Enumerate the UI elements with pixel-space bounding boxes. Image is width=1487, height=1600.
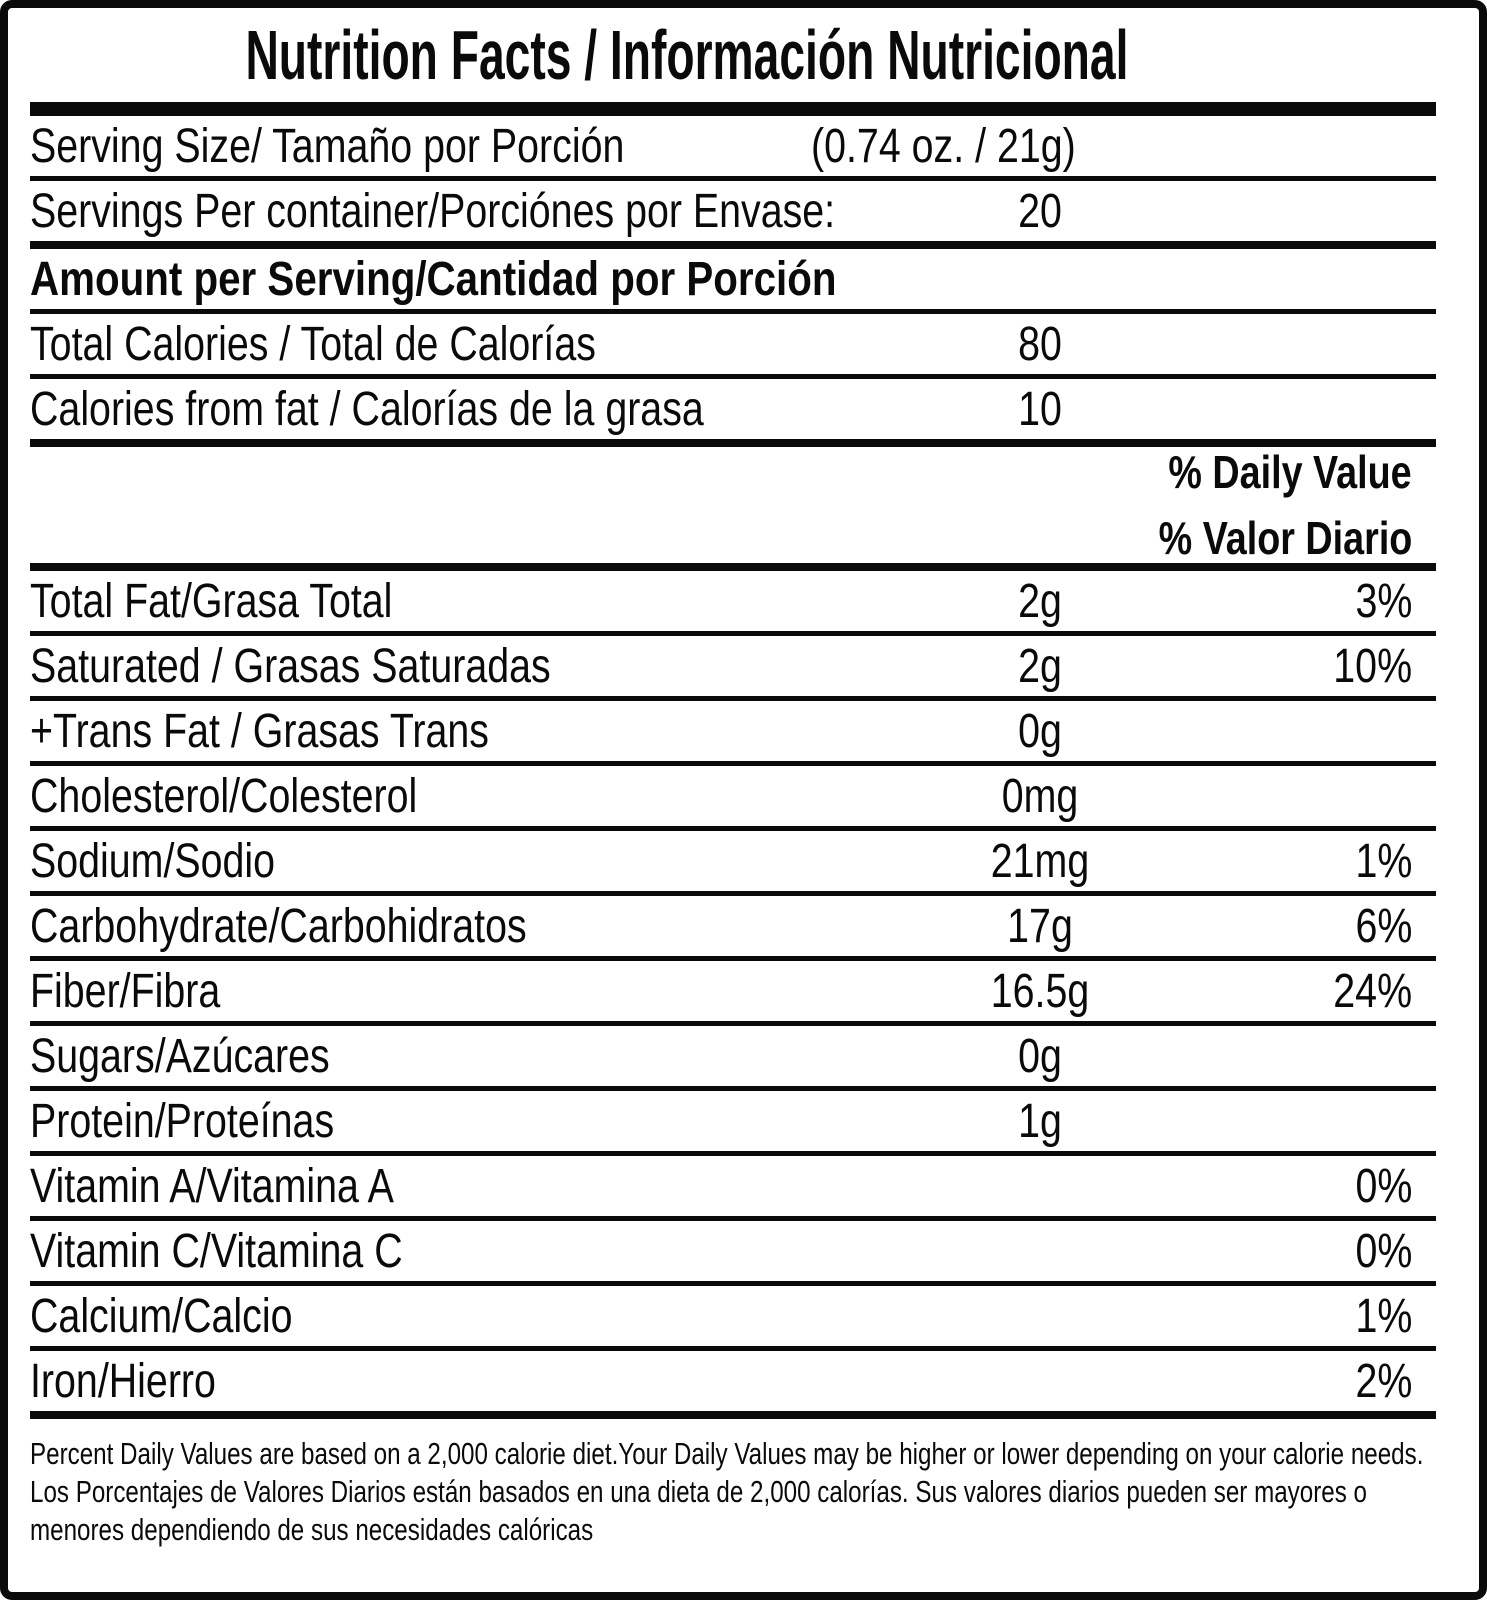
row-label: Calories from fat / Calorías de la grasa <box>30 382 704 436</box>
row-label: Calcium/Calcio <box>30 1289 293 1343</box>
row-value: 0g <box>1018 1029 1062 1083</box>
percent-daily-value-header: % Daily Value % Valor Diario <box>30 446 1436 571</box>
row-percent-daily-value: 2% <box>1355 1354 1412 1408</box>
row-fiber-fibra: Fiber/Fibra 16.5g 24% <box>30 961 1436 1026</box>
dv-header-line-valor-diario: % Valor Diario <box>1158 512 1412 564</box>
row-label: Total Calories / Total de Calorías <box>30 317 596 371</box>
row-saturated-grasas-saturadas: Saturated / Grasas Saturadas 2g 10% <box>30 636 1436 701</box>
row-label: Carbohydrate/Carbohidratos <box>30 899 527 953</box>
row-label: Servings Per container/Porciónes por Env… <box>30 184 836 238</box>
daily-value-footnote: Percent Daily Values are based on a 2,00… <box>30 1419 1436 1549</box>
row-label: Sugars/Azúcares <box>30 1029 330 1083</box>
row-amount-per-serving-cantidad-por-porci-n: Amount per Serving/Cantidad por Porción <box>30 249 1436 314</box>
row-value: 2g <box>1018 574 1062 628</box>
row-percent-daily-value: 1% <box>1355 834 1412 888</box>
row-value: (0.74 oz. / 21g) <box>810 119 1076 173</box>
row-total-fat-grasa-total: Total Fat/Grasa Total 2g 3% <box>30 571 1436 636</box>
label-title: Nutrition Facts / Información Nutriciona… <box>245 16 1129 94</box>
row-value: 21mg <box>990 834 1090 888</box>
row-label: Serving Size/ Tamaño por Porción <box>30 119 625 173</box>
dv-header-line-daily-value: % Daily Value <box>1168 446 1412 498</box>
row-serving-size-tama-o-por-porci-n: Serving Size/ Tamaño por Porción (0.74 oz… <box>30 116 1436 181</box>
row-sugars-az-cares: Sugars/Azúcares 0g <box>30 1026 1436 1091</box>
row-protein-prote-nas: Protein/Proteínas 1g <box>30 1091 1436 1156</box>
row-label: Iron/Hierro <box>30 1354 216 1408</box>
row-calories-from-fat-calor-as-de-la-grasa: Calories from fat / Calorías de la grasa… <box>30 379 1436 447</box>
row-value: 80 <box>1018 317 1062 371</box>
row-label: Vitamin C/Vitamina C <box>30 1224 403 1278</box>
row-value: 10 <box>1018 382 1062 436</box>
row-total-calories-total-de-calor-as: Total Calories / Total de Calorías 80 <box>30 314 1436 379</box>
row-servings-per-container-porci-nes-por-env: Servings Per container/Porciónes por Env… <box>30 181 1436 249</box>
row-carbohydrate-carbohidratos: Carbohydrate/Carbohidratos 17g 6% <box>30 896 1436 961</box>
row-value: 0g <box>1018 704 1062 758</box>
row-vitamin-c-vitamina-c: Vitamin C/Vitamina C 0% <box>30 1221 1436 1286</box>
row-label: Amount per Serving/Cantidad por Porción <box>30 252 837 306</box>
row-percent-daily-value: 1% <box>1355 1289 1412 1343</box>
row-vitamin-a-vitamina-a: Vitamin A/Vitamina A 0% <box>30 1156 1436 1221</box>
title-divider-bar <box>30 102 1436 116</box>
row-label: Total Fat/Grasa Total <box>30 574 393 628</box>
row-value: 2g <box>1018 639 1062 693</box>
footnote-spanish: Los Porcentajes de Valores Diarios están… <box>30 1474 1367 1547</box>
row-value: 0mg <box>1001 769 1079 823</box>
row-percent-daily-value: 0% <box>1355 1159 1412 1213</box>
row-label: Sodium/Sodio <box>30 834 276 888</box>
row-value: 16.5g <box>990 964 1090 1018</box>
row-label: Saturated / Grasas Saturadas <box>30 639 551 693</box>
row-value: 17g <box>1007 899 1073 953</box>
label-header: Nutrition Facts / Información Nutriciona… <box>30 8 1436 102</box>
row-iron-hierro: Iron/Hierro 2% <box>30 1351 1436 1419</box>
nutrition-rows: Serving Size/ Tamaño por Porción (0.74 oz… <box>30 116 1436 1419</box>
row-percent-daily-value: 10% <box>1333 639 1412 693</box>
row-percent-daily-value: 6% <box>1355 899 1412 953</box>
row-sodium-sodio: Sodium/Sodio 21mg 1% <box>30 831 1436 896</box>
row-percent-daily-value: 3% <box>1355 574 1412 628</box>
row-percent-daily-value: 24% <box>1333 964 1412 1018</box>
row-label: Vitamin A/Vitamina A <box>30 1159 394 1213</box>
row-percent-daily-value: 0% <box>1355 1224 1412 1278</box>
row-value: 20 <box>1018 184 1062 238</box>
row-calcium-calcio: Calcium/Calcio 1% <box>30 1286 1436 1351</box>
row-trans-fat-grasas-trans: +Trans Fat / Grasas Trans 0g <box>30 701 1436 766</box>
row-label: Protein/Proteínas <box>30 1094 335 1148</box>
row-label: Fiber/Fibra <box>30 964 221 1018</box>
row-label: +Trans Fat / Grasas Trans <box>30 704 489 758</box>
row-value: 1g <box>1018 1094 1062 1148</box>
row-label: Cholesterol/Colesterol <box>30 769 418 823</box>
row-cholesterol-colesterol: Cholesterol/Colesterol 0mg <box>30 766 1436 831</box>
footnote-english: Percent Daily Values are based on a 2,00… <box>30 1436 1424 1471</box>
